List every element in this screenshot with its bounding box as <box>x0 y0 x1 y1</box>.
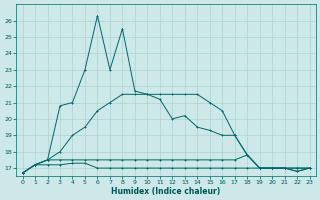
X-axis label: Humidex (Indice chaleur): Humidex (Indice chaleur) <box>111 187 221 196</box>
